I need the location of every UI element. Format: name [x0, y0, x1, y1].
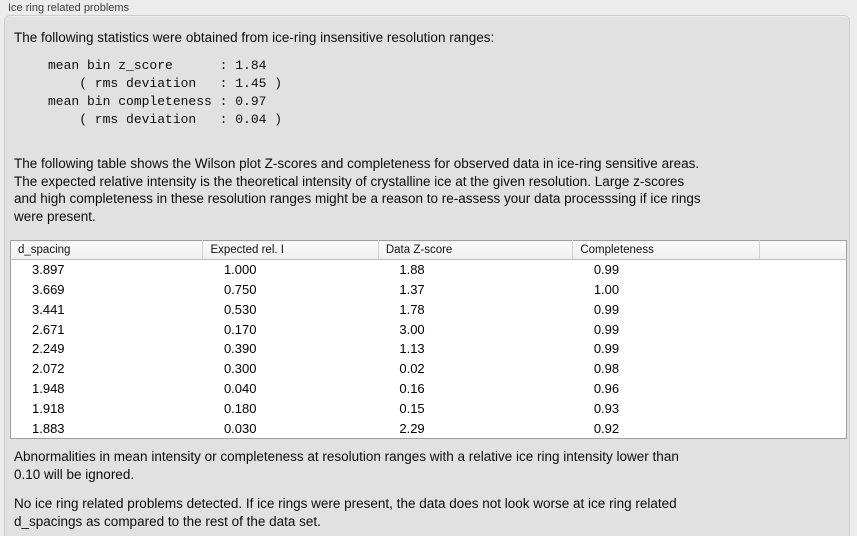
table-cell [759, 279, 846, 299]
table-cell: 2.671 [32, 321, 65, 337]
table-row[interactable]: 1.948 0.040 0.16 0.96 [11, 379, 847, 399]
table-body: 3.897 1.000 1.88 0.99 3.669 0.750 1.37 1.00 3.44… [11, 260, 847, 439]
column-header-d-spacing[interactable]: d_spacing [10, 240, 204, 260]
table-cell: 0.170 [223, 321, 257, 337]
table-cell: 0.98 [593, 361, 620, 377]
table-cell: 3.897 [32, 262, 65, 278]
table-cell [759, 359, 846, 379]
ignore-note-text: Abnormalities in mean intensity or compl… [14, 449, 679, 482]
table-cell: 0.15 [399, 401, 425, 417]
table-cell: 1.78 [399, 301, 425, 317]
stats-monospace-block: mean bin z_score : 1.84 ( rms deviation … [48, 58, 283, 127]
table-cell: 0.300 [223, 361, 257, 377]
table-description-text: The following table shows the Wilson plo… [14, 156, 701, 224]
table-cell: 3.00 [399, 321, 425, 337]
table-cell: 0.180 [223, 401, 257, 417]
ice-ring-table: d_spacing Expected rel. I Data Z-score Comp… [10, 240, 847, 439]
table-cell [759, 260, 846, 280]
table-cell: 0.99 [593, 301, 620, 317]
table-cell: 0.99 [593, 262, 620, 278]
table-header-row: d_spacing Expected rel. I Data Z-score Comp… [10, 240, 847, 260]
table-cell: 1.948 [32, 381, 65, 397]
table-cell: 0.030 [223, 420, 257, 436]
table-row[interactable]: 3.441 0.530 1.78 0.99 [11, 299, 847, 319]
table-cell: 0.750 [223, 281, 257, 297]
table-cell: 0.16 [399, 381, 425, 397]
table-row[interactable]: 2.671 0.170 3.00 0.99 [11, 319, 847, 339]
table-cell: 1.13 [399, 341, 425, 357]
table-cell: 2.29 [399, 420, 425, 436]
table-cell [759, 339, 846, 359]
table-cell: 1.918 [32, 401, 65, 417]
table-cell: 0.040 [223, 381, 257, 397]
table-cell: 0.99 [593, 321, 620, 337]
groupbox-title: Ice ring related problems [8, 2, 130, 14]
column-header-empty[interactable] [759, 240, 847, 260]
table-cell [759, 299, 846, 319]
column-header-data-z-score[interactable]: Data Z-score [378, 240, 574, 260]
table-row[interactable]: 3.897 1.000 1.88 0.99 [11, 260, 847, 280]
table-cell: 2.072 [32, 361, 65, 377]
column-header-completeness[interactable]: Completeness [572, 240, 760, 260]
conclusion-text: No ice ring related problems detected. I… [14, 496, 677, 529]
table-cell: 3.669 [32, 281, 65, 297]
table-cell: 0.93 [593, 401, 620, 417]
table-row[interactable]: 1.918 0.180 0.15 0.93 [11, 399, 847, 419]
table-cell: 0.92 [593, 420, 620, 436]
table-cell [759, 379, 846, 399]
table-row[interactable]: 3.669 0.750 1.37 1.00 [11, 279, 847, 299]
table-cell [759, 399, 846, 419]
table-row[interactable]: 2.072 0.300 0.02 0.98 [11, 359, 847, 379]
table-cell: 1.37 [399, 281, 425, 297]
table-row[interactable]: 1.883 0.030 2.29 0.92 [11, 419, 847, 439]
table-cell: 0.390 [223, 341, 257, 357]
table-cell: 0.99 [593, 341, 620, 357]
table-cell: 3.441 [32, 301, 65, 317]
table-cell: 1.883 [32, 420, 65, 436]
table-cell: 0.96 [593, 381, 620, 397]
table-cell: 2.249 [32, 341, 65, 357]
table-cell: 1.00 [593, 281, 620, 297]
table-cell [759, 419, 846, 439]
table-cell: 0.02 [399, 361, 425, 377]
table-cell: 0.530 [223, 301, 257, 317]
table-row[interactable]: 2.249 0.390 1.13 0.99 [11, 339, 847, 359]
table-cell [759, 319, 846, 339]
table-cell: 1.000 [223, 262, 257, 278]
intro-statistics-text: The following statistics were obtained f… [14, 30, 495, 45]
ice-ring-panel: The following statistics were obtained f… [4, 15, 850, 536]
table-cell: 1.88 [399, 262, 425, 278]
column-header-expected-rel-i[interactable]: Expected rel. I [202, 240, 379, 260]
